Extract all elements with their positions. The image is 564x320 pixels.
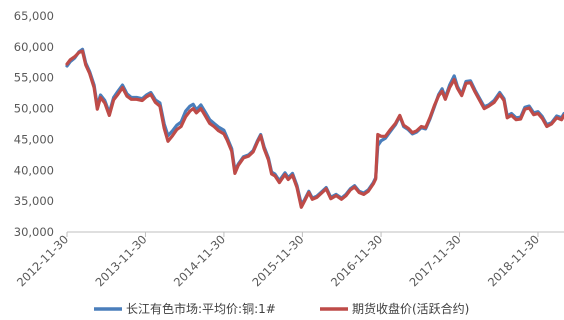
y-tick-label: 60,000 [14,40,54,54]
x-tick-label: 2013-11-30 [92,232,149,289]
legend: 长江有色市场:平均价:铜:1# 期货收盘价(活跃合约) [94,301,469,316]
y-tick-label: 65,000 [14,9,54,23]
series-layer [65,47,564,209]
x-axis: 2012-11-30 2013-11-30 2014-11-30 2015-11-30… [14,231,564,289]
y-tick-label: 35,000 [14,194,54,208]
y-tick-label: 45,000 [14,132,54,146]
x-tick-label: 2014-11-30 [171,232,228,289]
x-tick-label: 2018-11-30 [485,232,542,289]
x-tick-label: 2016-11-30 [328,232,385,289]
y-tick-label: 50,000 [14,102,54,116]
y-tick-label: 40,000 [14,163,54,177]
y-tick-label: 30,000 [14,225,54,239]
y-axis: 30,000 35,000 40,000 45,000 50,000 55,000 60,0… [14,9,54,239]
x-tick-label: 2012-11-30 [14,232,71,289]
series-line-2 [65,49,564,209]
legend-label-1: 长江有色市场:平均价:铜:1# [126,301,276,316]
x-tick-label: 2017-11-30 [406,232,463,289]
legend-label-2: 期货收盘价(活跃合约) [352,301,469,316]
series-line-1 [65,47,564,206]
x-tick-label: 2015-11-30 [249,232,306,289]
y-tick-label: 55,000 [14,71,54,85]
